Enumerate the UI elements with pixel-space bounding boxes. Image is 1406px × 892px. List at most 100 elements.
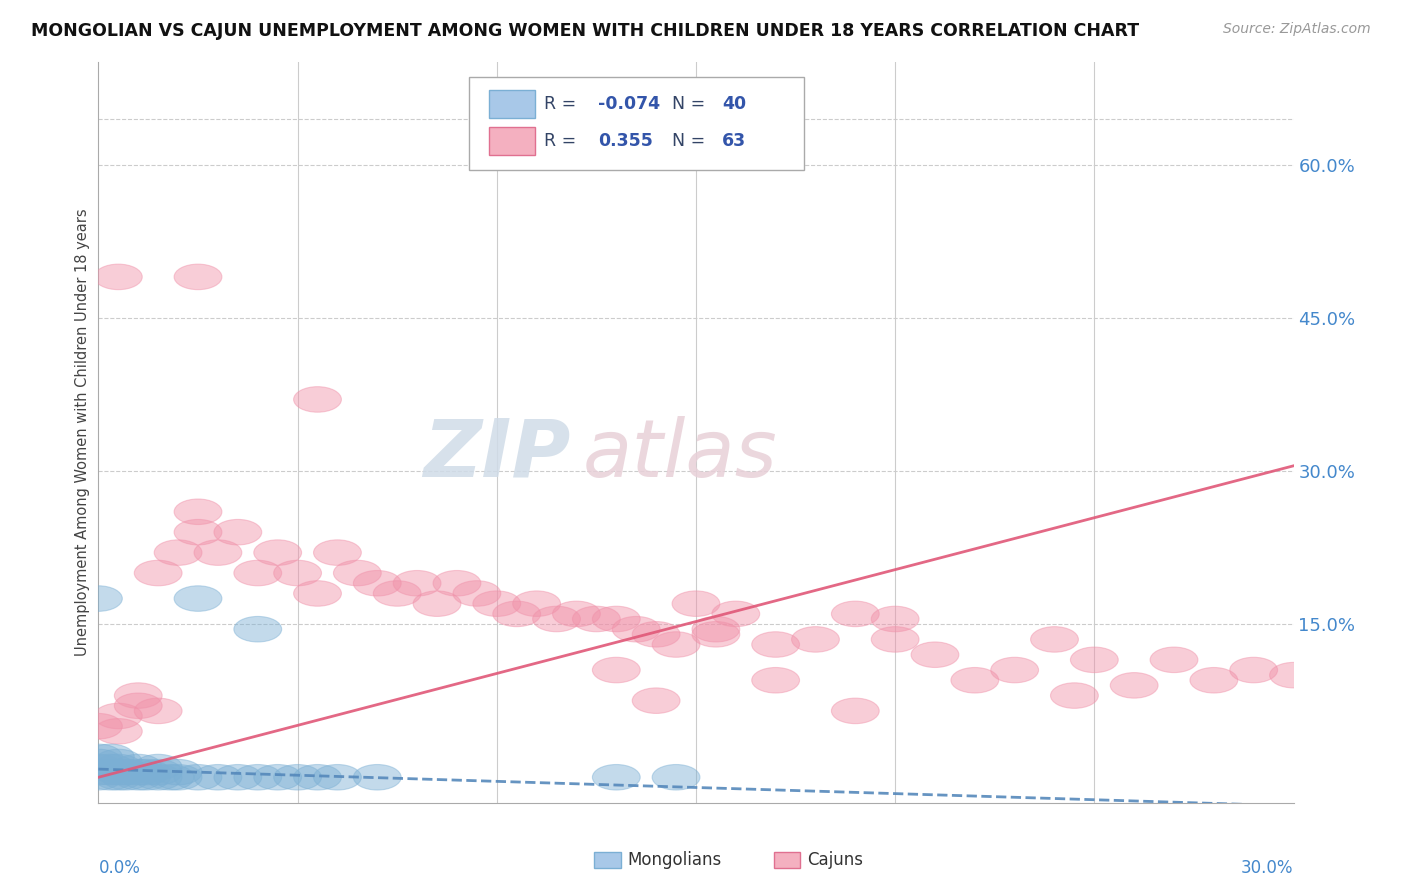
Ellipse shape (413, 591, 461, 616)
Text: R =: R = (544, 132, 588, 150)
Ellipse shape (103, 759, 150, 785)
Ellipse shape (114, 693, 162, 719)
Ellipse shape (87, 755, 135, 780)
Ellipse shape (831, 601, 879, 627)
Ellipse shape (174, 499, 222, 524)
Y-axis label: Unemployment Among Women with Children Under 18 years: Unemployment Among Women with Children U… (75, 209, 90, 657)
Ellipse shape (553, 601, 600, 627)
Ellipse shape (135, 759, 183, 785)
Ellipse shape (103, 764, 150, 790)
Text: 30.0%: 30.0% (1241, 859, 1294, 877)
Ellipse shape (1111, 673, 1159, 698)
Ellipse shape (1270, 663, 1317, 688)
Ellipse shape (155, 759, 202, 785)
Ellipse shape (572, 607, 620, 632)
Ellipse shape (174, 519, 222, 545)
Ellipse shape (633, 688, 681, 714)
Ellipse shape (911, 642, 959, 667)
Text: Cajuns: Cajuns (807, 851, 863, 869)
Ellipse shape (94, 719, 142, 744)
Text: ZIP: ZIP (423, 416, 571, 494)
Ellipse shape (692, 616, 740, 642)
Text: atlas: atlas (582, 416, 778, 494)
Ellipse shape (122, 764, 170, 790)
Text: -0.074: -0.074 (598, 95, 659, 113)
Text: MONGOLIAN VS CAJUN UNEMPLOYMENT AMONG WOMEN WITH CHILDREN UNDER 18 YEARS CORRELA: MONGOLIAN VS CAJUN UNEMPLOYMENT AMONG WO… (31, 22, 1139, 40)
Ellipse shape (613, 616, 661, 642)
Ellipse shape (233, 764, 281, 790)
Ellipse shape (75, 764, 122, 790)
FancyBboxPatch shape (773, 852, 800, 868)
Ellipse shape (114, 764, 162, 790)
Ellipse shape (872, 627, 920, 652)
Ellipse shape (991, 657, 1039, 682)
Ellipse shape (314, 540, 361, 566)
Ellipse shape (333, 560, 381, 586)
Ellipse shape (87, 759, 135, 785)
Ellipse shape (94, 755, 142, 780)
Ellipse shape (353, 764, 401, 790)
Ellipse shape (294, 581, 342, 607)
Ellipse shape (233, 616, 281, 642)
Ellipse shape (353, 571, 401, 596)
Ellipse shape (294, 386, 342, 412)
Ellipse shape (94, 749, 142, 775)
Ellipse shape (494, 601, 541, 627)
Ellipse shape (711, 601, 759, 627)
FancyBboxPatch shape (595, 852, 620, 868)
Ellipse shape (792, 627, 839, 652)
Ellipse shape (592, 657, 640, 682)
Ellipse shape (94, 764, 142, 790)
Ellipse shape (274, 560, 322, 586)
Ellipse shape (75, 586, 122, 611)
Ellipse shape (374, 581, 422, 607)
Ellipse shape (433, 571, 481, 596)
Ellipse shape (87, 764, 135, 790)
Ellipse shape (254, 764, 302, 790)
Ellipse shape (1189, 667, 1237, 693)
Text: Source: ZipAtlas.com: Source: ZipAtlas.com (1223, 22, 1371, 37)
Text: 0.355: 0.355 (598, 132, 652, 150)
FancyBboxPatch shape (470, 78, 804, 169)
Ellipse shape (294, 764, 342, 790)
Ellipse shape (872, 607, 920, 632)
Ellipse shape (453, 581, 501, 607)
Ellipse shape (752, 667, 800, 693)
Ellipse shape (1050, 682, 1098, 708)
Ellipse shape (114, 755, 162, 780)
Ellipse shape (752, 632, 800, 657)
Ellipse shape (155, 540, 202, 566)
Ellipse shape (1031, 627, 1078, 652)
Ellipse shape (652, 632, 700, 657)
Text: 0.0%: 0.0% (98, 859, 141, 877)
Ellipse shape (87, 744, 135, 770)
Ellipse shape (174, 764, 222, 790)
Text: N =: N = (672, 132, 711, 150)
Ellipse shape (1070, 647, 1118, 673)
Ellipse shape (135, 698, 183, 723)
Ellipse shape (633, 622, 681, 647)
Text: R =: R = (544, 95, 582, 113)
Ellipse shape (513, 591, 561, 616)
Ellipse shape (94, 759, 142, 785)
Ellipse shape (75, 759, 122, 785)
Ellipse shape (950, 667, 998, 693)
Ellipse shape (75, 714, 122, 739)
Ellipse shape (214, 519, 262, 545)
Ellipse shape (314, 764, 361, 790)
Ellipse shape (1230, 657, 1278, 682)
Ellipse shape (254, 540, 302, 566)
Ellipse shape (672, 591, 720, 616)
Ellipse shape (114, 682, 162, 708)
Ellipse shape (533, 607, 581, 632)
Text: Mongolians: Mongolians (628, 851, 723, 869)
Ellipse shape (274, 764, 322, 790)
Ellipse shape (652, 764, 700, 790)
Ellipse shape (135, 560, 183, 586)
Ellipse shape (394, 571, 441, 596)
Ellipse shape (135, 755, 183, 780)
Ellipse shape (233, 560, 281, 586)
FancyBboxPatch shape (489, 127, 534, 155)
Ellipse shape (214, 764, 262, 790)
Ellipse shape (174, 586, 222, 611)
